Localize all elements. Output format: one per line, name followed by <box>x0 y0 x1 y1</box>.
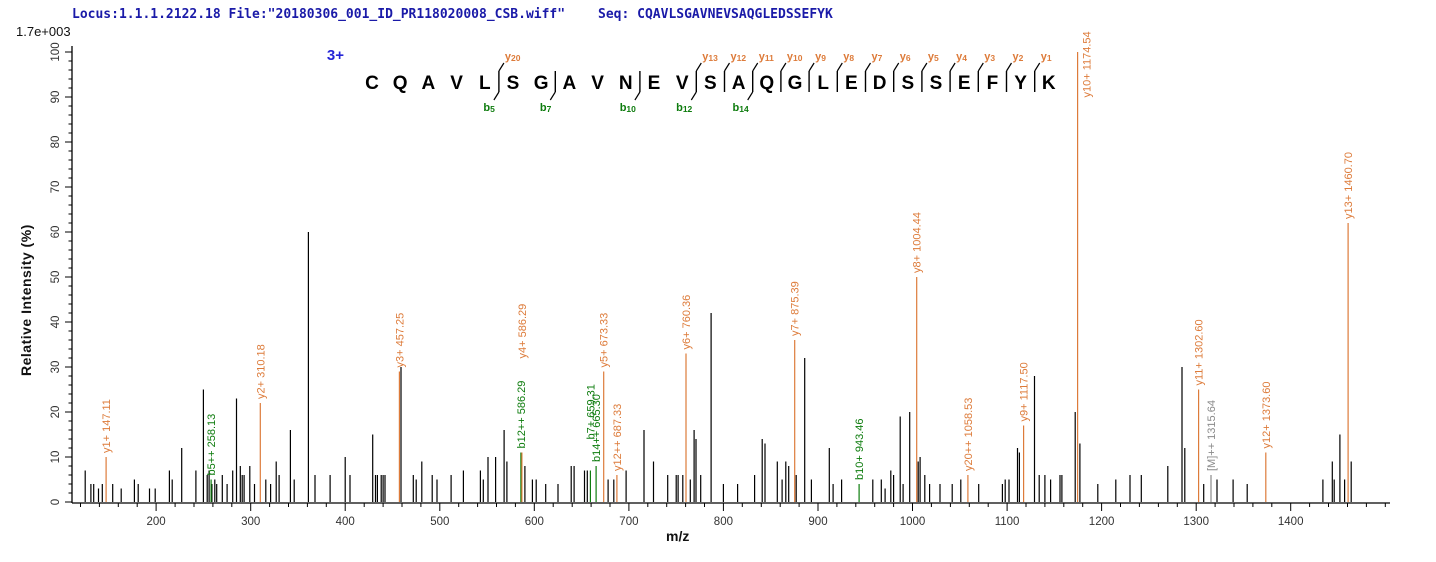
svg-text:y9+ 1117.50: y9+ 1117.50 <box>1019 362 1031 421</box>
svg-text:y11: y11 <box>759 51 774 63</box>
svg-text:30: 30 <box>50 361 62 374</box>
svg-text:200: 200 <box>147 516 166 528</box>
svg-text:90: 90 <box>50 91 62 104</box>
svg-text:y7+ 875.39: y7+ 875.39 <box>790 281 802 336</box>
svg-text:A: A <box>422 73 436 94</box>
svg-text:D: D <box>873 73 887 94</box>
svg-text:40: 40 <box>50 316 62 329</box>
svg-text:y8+ 1004.44: y8+ 1004.44 <box>912 212 924 273</box>
x-axis-title: m/z <box>666 528 690 544</box>
svg-text:y20++ 1058.53: y20++ 1058.53 <box>963 398 975 471</box>
svg-text:600: 600 <box>525 516 544 528</box>
svg-text:20: 20 <box>50 406 62 419</box>
svg-text:b12++ 586.29: b12++ 586.29 <box>516 381 528 449</box>
svg-text:y6+ 760.36: y6+ 760.36 <box>681 295 693 350</box>
svg-text:y3: y3 <box>984 51 995 63</box>
svg-text:b7+ 659.31: b7+ 659.31 <box>585 384 597 439</box>
svg-text:y4: y4 <box>956 51 967 63</box>
svg-text:b12: b12 <box>676 102 692 114</box>
svg-text:b5++ 258.13: b5++ 258.13 <box>206 414 218 476</box>
header-locus-file: Locus:1.1.1.2122.18 File:"20180306_001_I… <box>72 7 566 22</box>
svg-text:S: S <box>704 73 717 94</box>
svg-text:400: 400 <box>336 516 355 528</box>
svg-text:100: 100 <box>50 42 62 61</box>
svg-text:E: E <box>845 73 858 94</box>
svg-text:L: L <box>479 73 491 94</box>
svg-text:b10+ 943.46: b10+ 943.46 <box>854 419 866 480</box>
svg-text:900: 900 <box>808 516 827 528</box>
svg-text:b5: b5 <box>483 102 495 114</box>
svg-text:800: 800 <box>714 516 733 528</box>
svg-text:10: 10 <box>50 451 62 464</box>
svg-text:y2+ 310.18: y2+ 310.18 <box>255 344 267 399</box>
svg-text:b10: b10 <box>620 102 636 114</box>
svg-text:A: A <box>732 73 746 94</box>
svg-text:y2: y2 <box>1013 51 1024 63</box>
svg-text:[M]++ 1315.64: [M]++ 1315.64 <box>1206 400 1218 471</box>
svg-text:Q: Q <box>759 73 774 94</box>
svg-text:y10+ 1174.54: y10+ 1174.54 <box>1082 31 1094 97</box>
svg-text:70: 70 <box>50 181 62 194</box>
svg-text:0: 0 <box>50 499 62 505</box>
svg-text:y5+ 673.33: y5+ 673.33 <box>599 313 611 368</box>
svg-text:300: 300 <box>241 516 260 528</box>
svg-text:y6: y6 <box>900 51 911 63</box>
svg-text:1400: 1400 <box>1278 516 1304 528</box>
svg-text:y12: y12 <box>731 51 747 63</box>
svg-text:b14: b14 <box>732 102 748 114</box>
svg-text:V: V <box>591 73 604 94</box>
svg-text:y7: y7 <box>872 51 883 63</box>
svg-text:y4+ 586.29: y4+ 586.29 <box>517 304 529 359</box>
svg-text:b14++ 665.30: b14++ 665.30 <box>591 394 603 462</box>
svg-text:F: F <box>987 73 999 94</box>
svg-text:y1+ 147.11: y1+ 147.11 <box>101 399 113 453</box>
svg-text:80: 80 <box>50 136 62 149</box>
svg-text:1200: 1200 <box>1089 516 1115 528</box>
svg-text:700: 700 <box>619 516 638 528</box>
svg-text:y9: y9 <box>815 51 826 63</box>
svg-text:G: G <box>788 73 803 94</box>
svg-text:V: V <box>676 73 689 94</box>
svg-text:y20: y20 <box>505 51 521 63</box>
svg-text:50: 50 <box>50 271 62 284</box>
svg-text:y5: y5 <box>928 51 939 63</box>
svg-text:y12++ 687.33: y12++ 687.33 <box>612 404 624 471</box>
svg-text:V: V <box>450 73 463 94</box>
svg-text:Y: Y <box>1014 73 1027 94</box>
svg-text:y3+ 457.25: y3+ 457.25 <box>394 313 406 368</box>
svg-text:L: L <box>817 73 829 94</box>
svg-text:y13: y13 <box>702 51 718 63</box>
svg-text:60: 60 <box>50 226 62 239</box>
svg-text:500: 500 <box>430 516 449 528</box>
svg-text:K: K <box>1042 73 1056 94</box>
svg-text:S: S <box>930 73 943 94</box>
svg-text:y1: y1 <box>1041 51 1052 63</box>
svg-text:1000: 1000 <box>900 516 926 528</box>
svg-text:y13+ 1460.70: y13+ 1460.70 <box>1343 152 1355 219</box>
svg-text:y8: y8 <box>843 51 854 63</box>
svg-text:S: S <box>507 73 520 94</box>
svg-text:E: E <box>958 73 971 94</box>
svg-text:N: N <box>619 73 633 94</box>
svg-text:y11+ 1302.60: y11+ 1302.60 <box>1194 319 1206 385</box>
svg-text:1100: 1100 <box>995 516 1020 528</box>
svg-text:Q: Q <box>393 73 408 94</box>
svg-text:y12+ 1373.60: y12+ 1373.60 <box>1261 382 1273 449</box>
svg-text:E: E <box>648 73 661 94</box>
header-sequence: Seq: CQAVLSGAVNEVSAQGLEDSSEFYK <box>598 7 833 22</box>
svg-text:S: S <box>901 73 914 94</box>
svg-text:y10: y10 <box>787 51 803 63</box>
svg-text:1300: 1300 <box>1183 516 1209 528</box>
svg-text:G: G <box>534 73 549 94</box>
svg-text:A: A <box>563 73 577 94</box>
svg-text:3+: 3+ <box>327 47 344 64</box>
svg-text:b7: b7 <box>540 102 552 114</box>
base-peak-intensity-label: 1.7e+003 <box>16 24 71 39</box>
svg-text:C: C <box>365 73 379 94</box>
